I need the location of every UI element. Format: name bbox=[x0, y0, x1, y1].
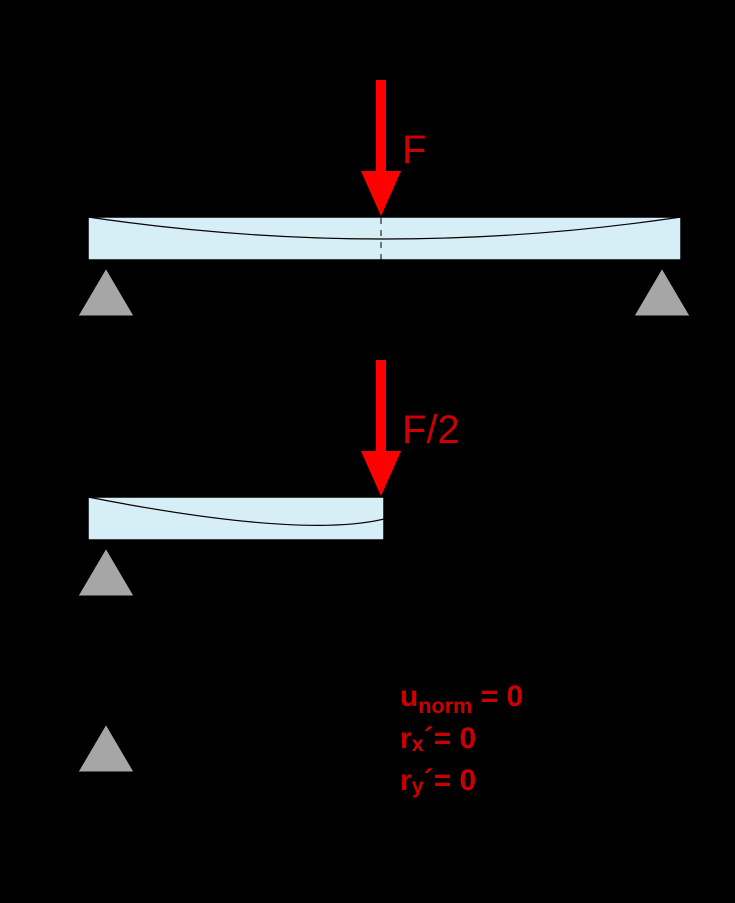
force-label-2: F/2 bbox=[402, 408, 460, 453]
bc-x-pre: r bbox=[400, 722, 412, 755]
support-left-2 bbox=[78, 548, 134, 596]
bc-x-sub: x bbox=[412, 731, 424, 756]
force-label-1: F bbox=[402, 128, 426, 173]
bc-y-sub: y bbox=[412, 773, 424, 798]
bc-label-y: ry´= 0 bbox=[400, 764, 476, 799]
bc-u-post: = 0 bbox=[472, 680, 523, 713]
deflection-bot-1 bbox=[88, 260, 681, 282]
beam-2 bbox=[88, 497, 384, 540]
support-right-1 bbox=[634, 268, 690, 316]
force-arrow-1-head bbox=[361, 171, 401, 216]
bc-x-post: ´= 0 bbox=[424, 722, 477, 755]
support-left-1 bbox=[78, 268, 134, 316]
force-arrow-2-head bbox=[361, 451, 401, 496]
bc-u-pre: u bbox=[400, 680, 418, 713]
bc-u-sub: norm bbox=[418, 693, 472, 718]
bc-label-u: unorm = 0 bbox=[400, 680, 523, 719]
bc-y-pre: r bbox=[400, 764, 412, 797]
bc-label-x: rx´= 0 bbox=[400, 722, 476, 757]
deflection-bot-2 bbox=[88, 540, 384, 568]
support-left-3 bbox=[78, 724, 134, 772]
bc-y-post: ´= 0 bbox=[424, 764, 477, 797]
